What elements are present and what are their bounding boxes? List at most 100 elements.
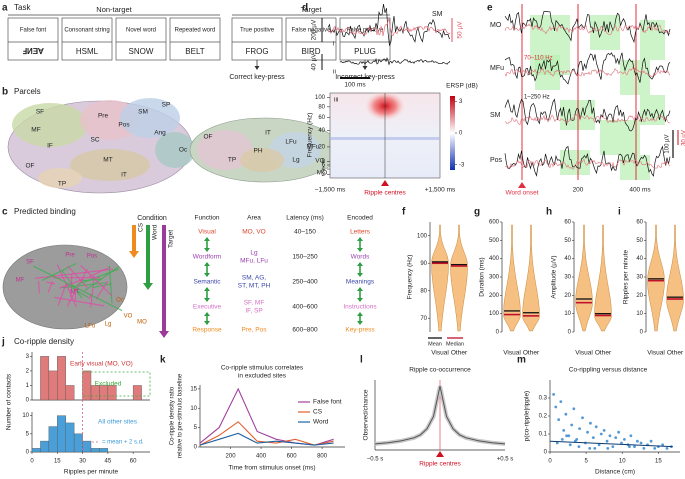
x-label: +0.5 s: [497, 457, 514, 463]
connection: [57, 285, 67, 306]
line-series: [199, 432, 334, 446]
y-tick-label: 40: [564, 256, 571, 262]
parcel-label: SP: [162, 102, 171, 109]
axis-title: Ripples per minute: [64, 469, 119, 476]
area: Lg: [250, 250, 258, 257]
series-label: All other sites: [98, 419, 138, 426]
y-tick-label: 6: [322, 163, 326, 169]
x-tick-label: Other: [451, 350, 468, 357]
x-tick-label: 800: [317, 454, 328, 460]
y-tick-label: 4: [322, 167, 326, 173]
y-tick-label: 10: [636, 311, 643, 317]
y-tick-label: 0: [26, 450, 30, 456]
x-tick-label: Visual: [647, 350, 665, 357]
parcel-label: TP: [228, 157, 236, 164]
x-tick-label: 30: [79, 459, 86, 465]
function: Response: [192, 327, 222, 334]
arrow-head: [357, 312, 363, 325]
connection: [81, 278, 102, 282]
x-tick-label: 400 ms: [629, 187, 651, 194]
ripple-window: [600, 120, 640, 155]
legend-label: Word: [313, 419, 329, 426]
area-label: Lg: [105, 322, 112, 328]
scatter-point: [557, 418, 561, 421]
x-label: Ripple centres: [419, 461, 461, 468]
excluded-box: [82, 371, 151, 397]
y-tick-label: 0.1: [539, 432, 548, 438]
ripple-window: [590, 15, 620, 50]
area: MO, VO: [242, 229, 265, 236]
stimulus-box: [115, 17, 167, 61]
connection: [92, 283, 112, 289]
scale-label: 200 µV: [311, 19, 318, 40]
onset-label: Word onset: [505, 190, 538, 197]
axis-title: Amplitude (µV): [551, 255, 558, 298]
trace: [504, 23, 671, 35]
violin: [575, 224, 593, 332]
table-header: Area: [247, 215, 261, 222]
area: MFu, LFu: [240, 258, 268, 265]
parcel: [12, 103, 88, 147]
scatter-point: [568, 443, 572, 447]
y-tick-label: 40: [318, 128, 325, 134]
scatter-point: [559, 400, 563, 403]
arrow-head: [129, 251, 139, 258]
connection: [54, 296, 105, 307]
region-label: Pos: [490, 157, 503, 164]
y-tick-label: 80: [420, 288, 427, 294]
scatter-point: [633, 445, 636, 448]
stimulus-text: SNOW: [129, 47, 154, 56]
y-tick-label: 100: [315, 95, 326, 101]
scatter-point: [617, 430, 621, 434]
connection: [33, 265, 123, 312]
scatter-point: [565, 434, 569, 438]
legend-label: Median: [446, 341, 464, 347]
line-series: [374, 385, 506, 445]
parcel-label: Pos: [118, 122, 130, 129]
connection: [90, 275, 95, 308]
x-tick-label: 5: [584, 459, 588, 465]
scatter-point: [661, 443, 665, 447]
panel-label: e: [487, 3, 493, 14]
scatter-point: [635, 439, 639, 443]
stimulus-text: FROG: [245, 47, 268, 56]
arrow-head: [204, 262, 210, 277]
violin: [431, 224, 449, 332]
arrow-head: [362, 66, 368, 70]
trace: [504, 158, 671, 170]
stimulus-box: [61, 17, 113, 61]
legend-label: Mean: [428, 341, 442, 347]
scatter-point: [570, 423, 574, 427]
area: Pre, Pos: [242, 327, 268, 334]
panel-label: a: [2, 3, 8, 14]
parcel-label: Lg: [292, 157, 300, 164]
histogram-bar: [57, 356, 66, 401]
panel-title: Predicted binding: [14, 207, 76, 216]
response-label: Correct key-press: [229, 74, 285, 81]
x-tick-label: Other: [523, 350, 540, 357]
colorbar-title: ERSP (dB): [446, 83, 478, 90]
histogram-bar: [40, 440, 50, 453]
y-tick-label: 1: [26, 383, 30, 389]
panel-title: Co-rippling versus distance: [569, 367, 648, 374]
parcel-label: MO: [317, 170, 327, 177]
histogram-bar: [65, 385, 75, 401]
scatter-point: [554, 405, 558, 409]
y-tick-label: 15: [190, 386, 197, 392]
parcel-label: TP: [58, 181, 66, 188]
x-label: −1,500 ms: [315, 187, 346, 194]
panel-title: Task: [14, 3, 31, 12]
y-tick-label: 10: [22, 413, 29, 419]
stimulus-text: PLUG: [354, 47, 376, 56]
condition-label: Consonant string: [64, 28, 109, 34]
stimulus-box: [339, 17, 391, 61]
scatter-point: [589, 421, 592, 425]
parcel: [240, 148, 284, 172]
arrow-head: [204, 287, 210, 302]
colorbar: [450, 96, 455, 170]
panel-label: b: [2, 87, 8, 98]
scatter-point: [620, 441, 623, 445]
ripple-marker: [381, 180, 389, 186]
condition-label: Repeated word: [175, 28, 216, 34]
y-tick-label: 20: [318, 144, 325, 150]
